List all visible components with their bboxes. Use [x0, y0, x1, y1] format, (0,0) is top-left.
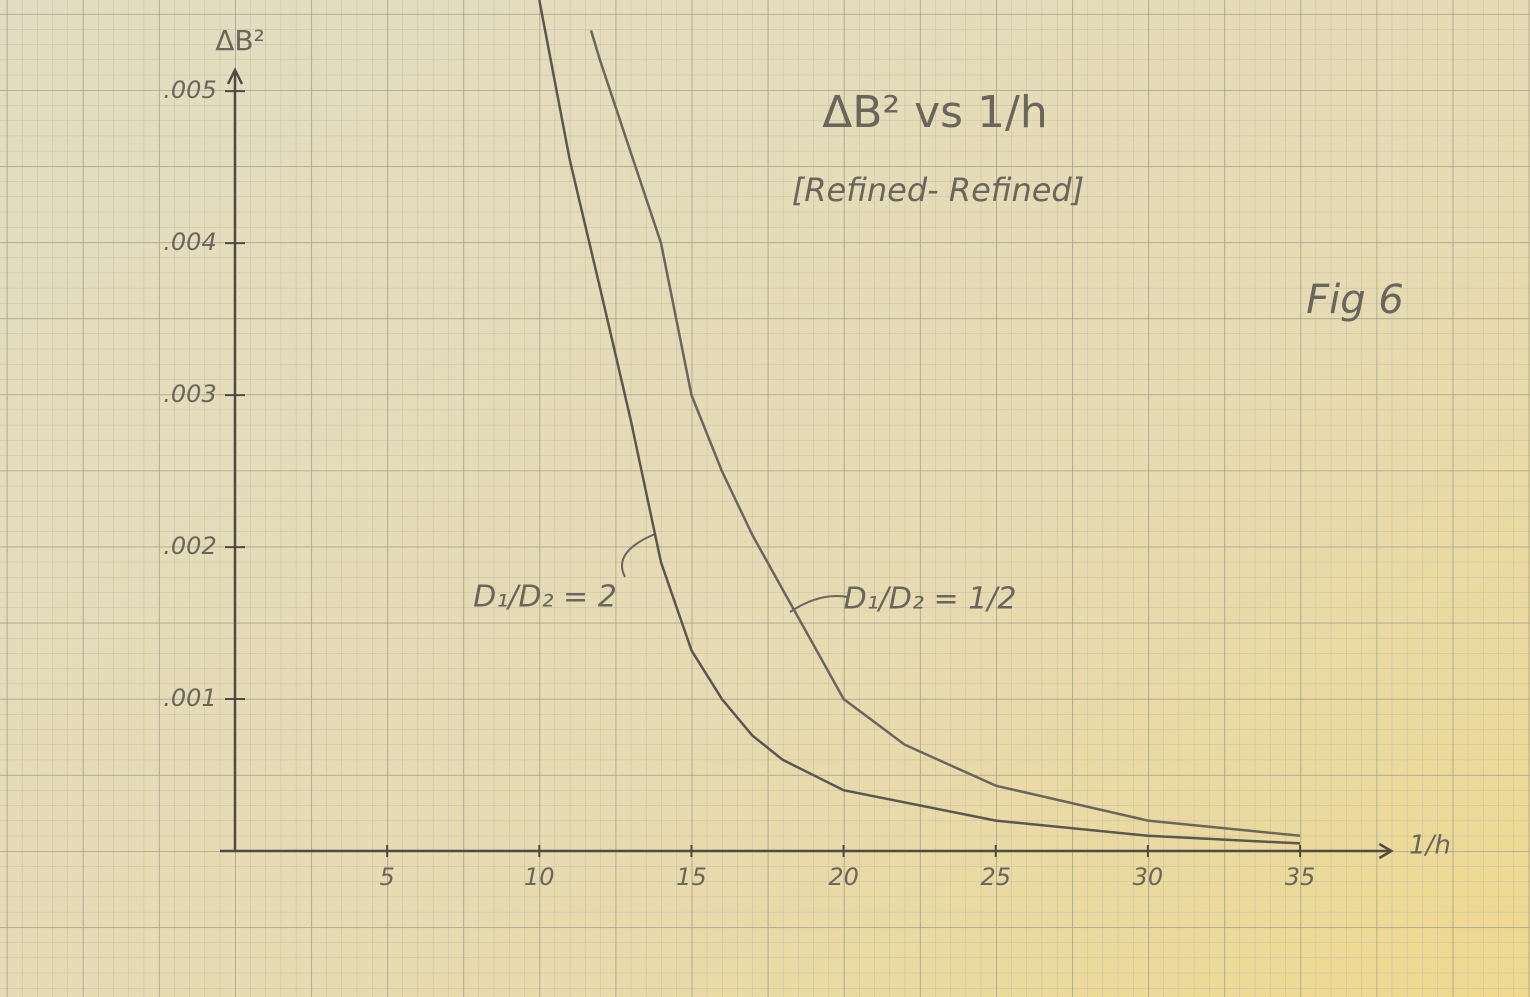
curve	[538, 0, 1301, 845]
x-tick-label: 25	[980, 863, 1011, 891]
x-axis-label: 1/h	[1409, 831, 1451, 861]
x-tick-label: 5	[380, 863, 395, 891]
figure-label: Fig 6	[1306, 277, 1404, 323]
y-tick-label: .002	[163, 532, 216, 560]
y-tick-label: .003	[163, 380, 216, 408]
y-tick-label: .001	[163, 684, 216, 712]
series-label: D₁/D₂ = 1/2	[844, 582, 1017, 617]
x-axis-arrow	[1378, 842, 1394, 860]
y-tick-label: .005	[163, 76, 216, 104]
leader-arrow	[789, 595, 849, 613]
x-tick-label: 10	[524, 863, 555, 891]
x-tick-label: 15	[676, 863, 707, 891]
curve	[589, 30, 1301, 838]
leader-arrow	[620, 533, 656, 578]
x-tick-label: 35	[1285, 863, 1316, 891]
series-label: D₁/D₂ = 2	[473, 580, 617, 615]
x-tick-label: 20	[828, 863, 859, 891]
y-axis-label: ΔB²	[215, 24, 265, 57]
y-axis-arrow	[226, 67, 244, 85]
y-tick-label: .004	[163, 228, 216, 256]
chart-title: ΔB² vs 1/h	[822, 87, 1048, 138]
chart-subtitle: [Refined- Refined]	[792, 171, 1084, 209]
x-tick-label: 30	[1133, 863, 1164, 891]
